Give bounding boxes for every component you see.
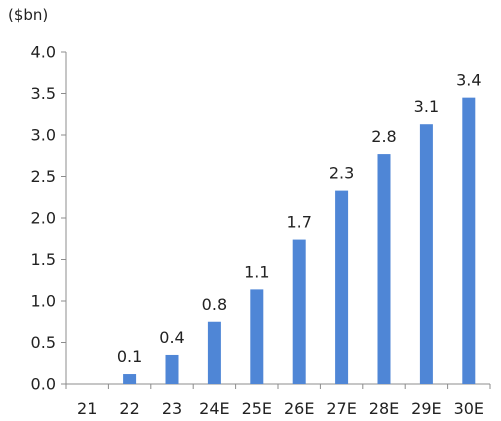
data-label-24E: 0.8: [202, 295, 227, 314]
x-tick-label: 27E: [326, 399, 356, 418]
y-tick-label: 0.0: [31, 375, 56, 394]
data-label-27E: 2.3: [329, 164, 354, 183]
bar-series: [123, 97, 476, 385]
x-tick-label: 30E: [454, 399, 484, 418]
x-tick-label: 28E: [369, 399, 399, 418]
y-tick-label: 1.5: [31, 250, 56, 269]
bar-25E: [250, 289, 264, 384]
x-tick-label: 25E: [242, 399, 272, 418]
data-label-23: 0.4: [159, 328, 184, 347]
x-axis: 21 22 23 24E 25E 26E 27E 28E 29E 30E: [65, 383, 491, 418]
bar-22: [123, 374, 137, 384]
data-label-29E: 3.1: [414, 97, 439, 116]
bar-23: [165, 354, 179, 384]
bar-26E: [292, 239, 306, 384]
y-tick-label: 2.5: [31, 167, 56, 186]
data-label-30E: 3.4: [456, 71, 481, 90]
x-tick-label: 24E: [199, 399, 229, 418]
data-label-22: 0.1: [117, 347, 142, 366]
bar-27E: [335, 190, 349, 384]
x-tick-label: 23: [162, 399, 182, 418]
y-tick-label: 4.0: [31, 43, 56, 62]
y-axis-unit-label: ($bn): [8, 6, 49, 24]
x-tick-label: 22: [119, 399, 139, 418]
y-tick-label: 3.0: [31, 126, 56, 145]
data-labels: 0.1 0.4 0.8 1.1 1.7 2.3 2.8 3.1 3.4: [117, 71, 482, 366]
x-tick-label: 29E: [411, 399, 441, 418]
y-tick-label: 0.5: [31, 333, 56, 352]
data-label-26E: 1.7: [286, 213, 311, 232]
bar-30E: [462, 97, 476, 385]
y-axis: 0.0 0.5 1.0 1.5 2.0 2.5 3.0 3.5 4.0: [31, 43, 67, 394]
bar-24E: [207, 321, 221, 384]
data-label-28E: 2.8: [371, 127, 396, 146]
data-label-25E: 1.1: [244, 262, 269, 281]
bar-28E: [377, 154, 391, 384]
y-tick-label: 2.0: [31, 209, 56, 228]
x-tick-label: 26E: [284, 399, 314, 418]
y-tick-label: 1.0: [31, 292, 56, 311]
x-tick-label: 21: [77, 399, 97, 418]
bar-29E: [419, 124, 433, 385]
y-tick-label: 3.5: [31, 84, 56, 103]
